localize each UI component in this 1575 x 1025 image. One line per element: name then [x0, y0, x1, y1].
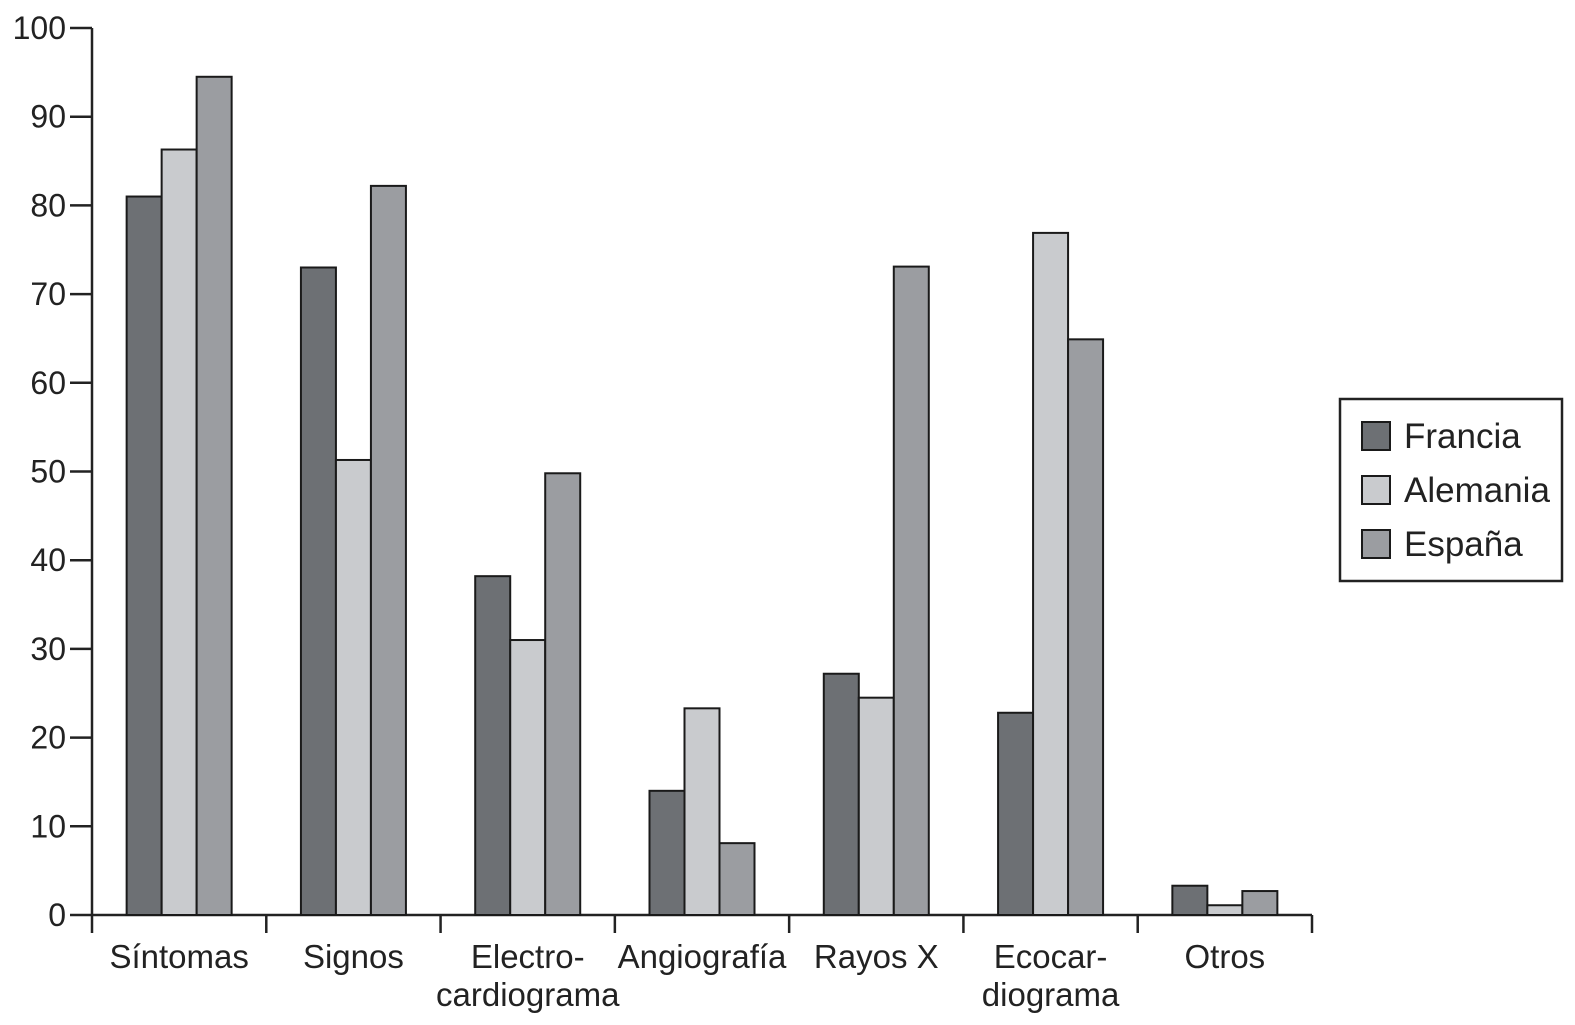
bar-francia — [648, 789, 686, 917]
y-tick-label: 50 — [30, 454, 66, 490]
y-tick-label: 70 — [30, 276, 66, 312]
bar-españa — [195, 75, 233, 917]
legend-label: Alemania — [1404, 471, 1550, 510]
bar-españa — [718, 842, 756, 917]
legend-swatch — [1361, 529, 1391, 559]
legend-label: Francia — [1404, 417, 1521, 456]
bar-alemania — [1206, 904, 1244, 916]
bar-españa — [544, 472, 582, 916]
x-category-label: Otros — [1185, 938, 1266, 975]
x-category-label: Ecocar- — [994, 938, 1108, 975]
bar-alemania — [683, 707, 721, 916]
x-category-label: Rayos X — [814, 938, 939, 975]
bar-francia — [125, 195, 163, 916]
legend-label: España — [1404, 525, 1523, 564]
bars — [125, 75, 1279, 917]
bar-alemania — [160, 148, 198, 917]
x-category-label: Síntomas — [109, 938, 248, 975]
bar-españa — [369, 184, 407, 917]
bar-francia — [1171, 884, 1209, 917]
y-tick-label: 90 — [30, 99, 66, 135]
bar-españa — [1241, 890, 1279, 917]
legend-swatch — [1361, 475, 1391, 505]
bar-alemania — [1032, 231, 1070, 917]
legend-swatch — [1361, 421, 1391, 451]
bar-alemania — [509, 639, 547, 917]
bar-alemania — [857, 696, 895, 916]
bar-alemania — [334, 458, 372, 916]
x-category-label: diograma — [982, 976, 1120, 1013]
y-tick-label: 10 — [30, 808, 66, 844]
bar-francia — [997, 711, 1035, 916]
y-tick-label: 0 — [48, 897, 66, 933]
bar-españa — [1067, 338, 1105, 917]
y-tick-label: 30 — [30, 631, 66, 667]
bar-francia — [299, 266, 337, 916]
bar-francia — [822, 672, 860, 917]
x-category-label: Angiografía — [618, 938, 787, 975]
y-tick-label: 20 — [30, 720, 66, 756]
x-axis: Síntomas Signos Electro-cardiogramaAngiogr… — [90, 913, 1314, 1013]
legend: Francia Alemania España — [1338, 397, 1564, 583]
bar-francia — [474, 575, 512, 917]
bar-españa — [892, 265, 930, 916]
x-category-label: Signos — [303, 938, 404, 975]
y-tick-label: 80 — [30, 187, 66, 223]
y-tick-label: 100 — [13, 10, 66, 46]
y-tick-label: 40 — [30, 542, 66, 578]
x-category-label: cardiograma — [436, 976, 620, 1013]
x-category-label: Electro- — [471, 938, 585, 975]
y-axis: 0 10 20 30 40 50 60 70 80 90 100 — [13, 10, 94, 933]
y-tick-label: 60 — [30, 365, 66, 401]
